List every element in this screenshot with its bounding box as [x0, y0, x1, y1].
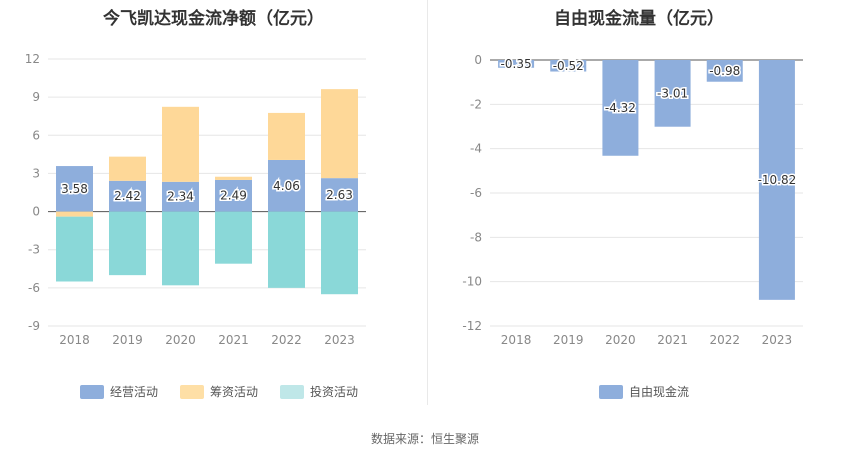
bar-经营活动 [162, 181, 199, 212]
data-label: -3.01 [657, 86, 688, 100]
bar-自由现金流 [498, 60, 535, 68]
legend-item-operating[interactable]: 经营活动 [80, 383, 158, 400]
bar-投资活动 [162, 211, 199, 286]
bar-经营活动 [215, 179, 252, 212]
data-label: -10.82 [758, 173, 797, 187]
legend-swatch-free-cash-flow [599, 384, 623, 399]
x-tick-label: 2022 [271, 333, 302, 347]
y-tick-label: -10 [462, 275, 482, 289]
bar-筹资活动 [109, 156, 146, 181]
x-tick-label: 2023 [762, 333, 793, 347]
x-tick-label: 2019 [112, 333, 143, 347]
legend-item-investing[interactable]: 投资活动 [280, 383, 358, 400]
bar-筹资活动 [215, 176, 252, 180]
legend-swatch-financing [180, 384, 205, 399]
right-legend: 自由现金流 [599, 383, 689, 400]
y-tick-label: -2 [470, 97, 482, 111]
legend-item-free-cash-flow[interactable]: 自由现金流 [599, 383, 689, 400]
bar-投资活动 [56, 216, 93, 282]
left-legend: 经营活动 筹资活动 投资活动 [80, 383, 358, 400]
y-tick-label: 12 [25, 52, 40, 66]
x-tick-label: 2021 [657, 333, 688, 347]
bar-经营活动 [321, 178, 358, 212]
x-tick-label: 2021 [218, 333, 249, 347]
y-tick-label: -6 [470, 186, 482, 200]
panel-divider [427, 0, 428, 405]
y-tick-label: 0 [32, 205, 40, 219]
data-label: 2.49 [220, 189, 247, 203]
right-chart-title: 自由现金流量（亿元） [554, 9, 724, 29]
y-tick-label: 6 [32, 128, 40, 142]
data-label: 3.58 [61, 182, 88, 196]
y-tick-label: -12 [462, 319, 482, 333]
x-tick-label: 2020 [165, 333, 196, 347]
bar-筹资活动 [162, 106, 199, 182]
legend-label-operating: 经营活动 [110, 385, 159, 399]
y-tick-label: -3 [28, 243, 40, 257]
data-source: 数据来源：恒生聚源 [370, 432, 479, 446]
data-label: -0.98 [709, 64, 740, 78]
data-label: -0.52 [553, 59, 584, 73]
legend-label-financing: 筹资活动 [210, 385, 259, 399]
bar-筹资活动 [56, 211, 93, 217]
bar-投资活动 [215, 211, 252, 264]
data-label: -4.32 [605, 101, 636, 115]
bar-自由现金流 [602, 60, 639, 156]
right-chart: 0 -2 -4 -6 -8 -10 -12 -0.35 2018 -0.52 2019 -4.32 20… [462, 53, 803, 347]
y-tick-label: 9 [32, 90, 40, 104]
data-label: 2.63 [326, 188, 353, 202]
legend-swatch-investing [280, 384, 305, 399]
legend-label-investing: 投资活动 [310, 385, 359, 399]
x-tick-label: 2018 [59, 333, 90, 347]
x-tick-label: 2019 [553, 333, 584, 347]
left-chart-title: 今飞凯达现金流净额（亿元） [103, 9, 324, 29]
x-tick-label: 2018 [501, 333, 532, 347]
y-tick-label: 3 [32, 166, 40, 180]
legend-label-free-cash-flow: 自由现金流 [629, 385, 690, 399]
bar-自由现金流 [654, 60, 691, 127]
bar-经营活动 [109, 180, 146, 212]
y-tick-label: -9 [28, 319, 40, 333]
bar-经营活动 [56, 166, 93, 212]
data-label: 4.06 [273, 179, 300, 193]
bar-筹资活动 [321, 89, 358, 179]
legend-swatch-operating [80, 384, 104, 399]
bar-投资活动 [109, 211, 146, 276]
bar-筹资活动 [268, 112, 305, 160]
data-label: 2.34 [167, 190, 194, 204]
x-tick-label: 2023 [324, 333, 355, 347]
data-label: 2.42 [114, 189, 141, 203]
bar-经营活动 [268, 159, 305, 212]
x-tick-label: 2020 [605, 333, 636, 347]
legend-item-financing[interactable]: 筹资活动 [180, 383, 258, 400]
bar-自由现金流 [758, 60, 795, 300]
y-tick-label: -6 [28, 281, 40, 295]
bar-投资活动 [321, 211, 358, 295]
left-chart: 12 9 6 3 0 -3 -6 -9 3.58 2018 2.42 2019 2.34 2020 2.49… [25, 52, 366, 347]
bar-自由现金流 [706, 60, 743, 82]
bar-投资活动 [268, 211, 305, 288]
y-tick-label: 0 [474, 53, 482, 67]
x-tick-label: 2022 [709, 333, 740, 347]
bar-自由现金流 [550, 60, 587, 72]
data-label: -0.35 [501, 57, 532, 71]
y-tick-label: -8 [470, 230, 482, 244]
y-tick-label: -4 [470, 142, 482, 156]
